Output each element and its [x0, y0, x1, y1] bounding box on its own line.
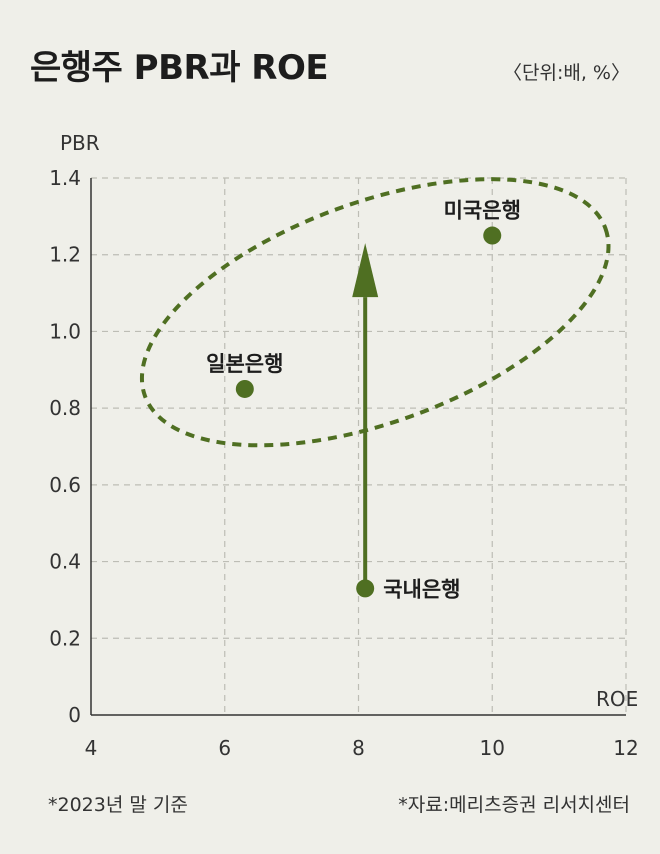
x-tick-label: 10 — [480, 736, 505, 760]
axes — [90, 178, 626, 716]
y-tick-label: 0.4 — [49, 550, 81, 574]
x-tick-label: 12 — [613, 736, 638, 760]
arrow-head — [352, 243, 379, 298]
data-point — [483, 226, 502, 245]
trend-arrow — [352, 243, 379, 589]
x-tick-label: 4 — [85, 736, 98, 760]
dashed-ellipse — [139, 177, 611, 448]
data-point-label: 일본은행 — [206, 352, 283, 376]
data-point-label: 국내은행 — [383, 577, 460, 601]
source-note: *자료:메리츠증권 리서치센터 — [398, 794, 630, 816]
data-point — [235, 379, 254, 398]
y-tick-label: 1.0 — [49, 319, 81, 343]
x-axis-label: ROE — [596, 687, 638, 711]
y-tick-label: 1.2 — [49, 243, 81, 267]
tick-labels: 0 0.2 0.4 0.6 0.8 1.0 1.2 1.4 4 6 8 10 12 — [49, 166, 639, 760]
unit-note: 〈단위:배, %〉 — [503, 62, 630, 84]
y-tick-label: 0.8 — [49, 396, 81, 420]
y-tick-label: 0.6 — [49, 473, 81, 497]
y-axis-label: PBR — [60, 131, 100, 155]
x-tick-label: 6 — [218, 736, 231, 760]
grouping-ellipse — [139, 177, 611, 448]
grid-lines — [91, 177, 627, 715]
data-point-label: 미국은행 — [444, 199, 521, 223]
x-tick-label: 8 — [352, 736, 365, 760]
chart-title: 은행주 PBR과 ROE — [30, 48, 329, 88]
y-tick-label: 1.4 — [49, 166, 81, 190]
y-tick-label: 0 — [68, 703, 81, 727]
y-tick-label: 0.2 — [49, 626, 81, 650]
basis-note: *2023년 말 기준 — [48, 794, 188, 816]
data-point — [356, 579, 375, 598]
